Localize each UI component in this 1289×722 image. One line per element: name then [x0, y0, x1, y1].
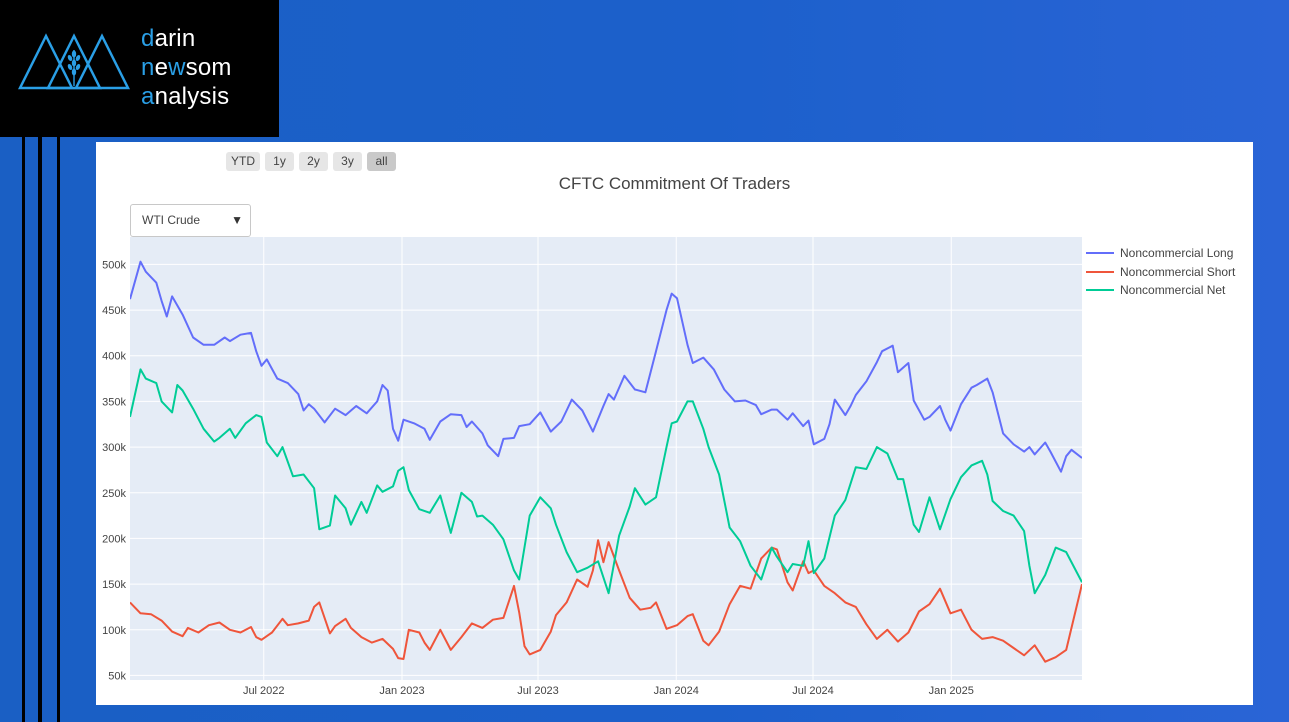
legend-swatch-long — [1086, 252, 1114, 255]
x-tick-label: Jan 2025 — [929, 685, 974, 697]
decor-bar — [38, 137, 42, 722]
legend-item-short[interactable]: Noncommercial Short — [1086, 263, 1235, 282]
y-tick-label: 150k — [102, 579, 126, 591]
x-tick-label: Jul 2023 — [517, 685, 559, 697]
y-tick-label: 50k — [108, 670, 126, 682]
logo-line-3: analysis — [141, 83, 230, 110]
legend-item-long[interactable]: Noncommercial Long — [1086, 244, 1235, 263]
chart-title: CFTC Commitment Of Traders — [558, 174, 791, 193]
y-tick-label: 450k — [102, 305, 126, 317]
y-tick-label: 250k — [102, 488, 126, 500]
legend: Noncommercial Long Noncommercial Short N… — [1086, 244, 1235, 300]
logo-line-2: newsom — [141, 54, 232, 81]
range-button-1y[interactable]: 1y — [265, 152, 294, 171]
legend-label-long: Noncommercial Long — [1120, 246, 1234, 261]
caret-down-icon: ▼ — [231, 213, 243, 227]
decor-bar — [22, 137, 25, 722]
legend-label-short: Noncommercial Short — [1120, 264, 1236, 279]
y-tick-label: 350k — [102, 396, 126, 408]
plot-background — [130, 237, 1082, 680]
legend-label-net: Noncommercial Net — [1120, 283, 1226, 298]
logo-line-1: darin — [141, 25, 196, 52]
range-button-all[interactable]: all — [367, 152, 396, 171]
series-line-net — [130, 368, 1082, 595]
range-selector: YTD 1y 2y 3y all — [226, 152, 396, 171]
mountain-logo-icon — [18, 33, 131, 90]
x-tick-label: Jul 2024 — [792, 685, 834, 697]
decor-bar — [57, 137, 60, 722]
legend-swatch-short — [1086, 270, 1114, 273]
logo: darin newsom analysis — [0, 0, 279, 137]
chart-plot[interactable]: 50k 100k 150k 200k 250k 300k 350k 400k 450k 500k J… — [96, 142, 1253, 705]
legend-item-net[interactable]: Noncommercial Net — [1086, 281, 1235, 300]
x-tick-label: Jan 2024 — [654, 685, 699, 697]
y-tick-label: 300k — [102, 442, 126, 454]
range-button-3y[interactable]: 3y — [333, 152, 362, 171]
dropdown-value: WTI Crude — [142, 213, 201, 227]
y-tick-label: 400k — [102, 351, 126, 363]
legend-swatch-net — [1086, 289, 1114, 292]
y-tick-label: 500k — [102, 259, 126, 271]
x-tick-label: Jul 2022 — [243, 685, 285, 697]
chart-card: 50k 100k 150k 200k 250k 300k 350k 400k 450k 500k J… — [96, 142, 1253, 705]
y-tick-label: 100k — [102, 625, 126, 637]
logo-text: darin newsom analysis — [141, 24, 232, 111]
series-line-short — [130, 539, 1082, 663]
commodity-dropdown[interactable]: WTI Crude ▼ — [130, 204, 251, 237]
range-button-ytd[interactable]: YTD — [226, 152, 260, 171]
x-tick-label: Jan 2023 — [379, 685, 424, 697]
series-line-long — [130, 260, 1082, 473]
y-tick-label: 200k — [102, 533, 126, 545]
range-button-2y[interactable]: 2y — [299, 152, 328, 171]
